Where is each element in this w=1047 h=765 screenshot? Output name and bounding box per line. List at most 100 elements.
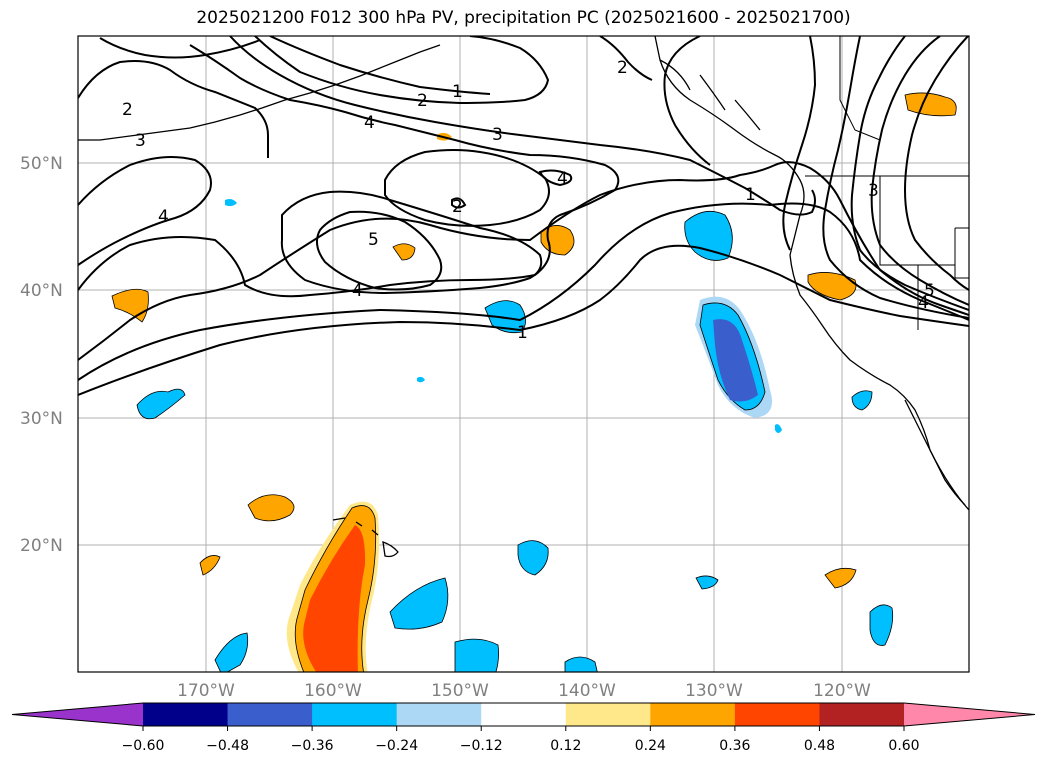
precip-blob (454, 638, 499, 672)
pv-contour-9 (78, 60, 269, 158)
map-title: 2025021200 F012 300 hPa PV, precipitatio… (196, 8, 851, 28)
pv-contour-13 (269, 36, 491, 95)
pv-contour-7 (280, 190, 543, 295)
north-america-coast (654, 36, 969, 511)
precip-blob (695, 575, 719, 590)
pv-contour-10 (99, 37, 261, 59)
contour-label: 2 (417, 91, 428, 111)
pv-contour-14 (599, 36, 653, 81)
gridlines (78, 36, 969, 672)
pv-contour-16 (903, 36, 969, 291)
lon-label: 120°W (813, 681, 871, 701)
lon-label: 130°W (685, 681, 743, 701)
hawaii-islands (332, 517, 399, 558)
lon-label: 170°W (177, 681, 235, 701)
lat-label: 20°N (20, 536, 63, 556)
alaska-panhandle (659, 59, 761, 131)
precip-blob (225, 199, 237, 207)
colorbar-segment (734, 703, 820, 726)
pv-contour-5 (78, 156, 212, 266)
lon-label: 160°W (304, 681, 362, 701)
lon-label: 140°W (558, 681, 616, 701)
pv-contour-22 (451, 197, 467, 209)
contour-label: 1 (452, 82, 463, 102)
lat-label: 40°N (20, 281, 63, 301)
contour-label: 5 (924, 281, 935, 301)
contour-label: 1 (517, 323, 528, 343)
pv-contour-18 (850, 36, 969, 311)
aleutian-chain (78, 44, 441, 141)
pv-contour-11 (254, 36, 550, 105)
colorbar-extend-low (12, 703, 143, 726)
colorbar-tick-label: −0.12 (460, 738, 503, 754)
pv-contours (78, 36, 969, 396)
pv-contour-6 (315, 210, 443, 291)
latitude-labels: 50°N 40°N 30°N 20°N (20, 154, 63, 556)
contour-label: 2 (122, 100, 133, 120)
colorbar-tick-label: −0.36 (291, 738, 334, 754)
contour-label: 4 (364, 113, 375, 133)
colorbar-tick-label: 0.36 (719, 738, 750, 754)
colorbar-tick-label: 0.24 (635, 738, 666, 754)
pv-contour-4 (78, 44, 620, 298)
contour-label: 1 (745, 185, 756, 205)
precip-blob (517, 540, 549, 576)
contour-label: 3 (868, 181, 879, 201)
longitude-labels: 170°W 160°W 150°W 140°W 130°W 120°W (177, 681, 871, 701)
colorbar-tick-label: 0.48 (804, 738, 835, 754)
pv-contour-1 (78, 244, 969, 396)
colorbar-segment (143, 703, 229, 726)
colorbar-extend-high (904, 703, 1035, 726)
colorbar-tick-label: 0.60 (888, 738, 919, 754)
precip-blob (484, 300, 526, 334)
colorbar-tick-label: −0.24 (375, 738, 418, 754)
colorbar: −0.60 −0.48 −0.36 −0.24 −0.12 0.12 0.24 0.36 0.4… (11, 702, 1036, 754)
precip-blob (392, 243, 416, 261)
pv-contour-20 (782, 36, 817, 251)
precip-blob (869, 604, 894, 646)
contour-label: 4 (557, 169, 568, 189)
colorbar-segment (819, 703, 905, 726)
lat-label: 30°N (20, 409, 63, 429)
pv-contour-8 (384, 149, 550, 227)
baja-peninsula (904, 399, 966, 506)
colorbar-segment (227, 703, 313, 726)
contour-label: 4 (158, 207, 169, 227)
colorbar-segment (312, 703, 398, 726)
contour-label: 3 (492, 125, 503, 145)
pv-contour-15 (538, 169, 573, 187)
contour-labels: 1 1 1 2 2 2 2 3 3 3 4 4 4 4 4 5 5 (122, 58, 935, 343)
colorbar-tick-label: −0.48 (206, 738, 249, 754)
colorbar-tick-label: 0.12 (550, 738, 581, 754)
colorbar-tick-label: −0.60 (122, 738, 165, 754)
map-border (77, 35, 970, 673)
pv-contour-19 (822, 36, 969, 319)
colorbar-segment (565, 703, 651, 726)
pv-contour-17 (870, 36, 969, 306)
precip-blob (824, 567, 857, 589)
precip-negative-regions (136, 199, 894, 672)
pv-contour-2 (78, 202, 969, 381)
precip-blob (851, 390, 873, 411)
colorbar-segment (396, 703, 482, 726)
precip-blob (775, 424, 782, 433)
borders (805, 36, 969, 330)
colorbar-segment (650, 703, 736, 726)
precip-blob (214, 632, 249, 672)
lat-label: 50°N (20, 154, 63, 174)
pv-contour-21 (663, 36, 711, 166)
precip-blob (807, 272, 857, 301)
precip-blob (199, 555, 221, 576)
contour-label: 4 (352, 281, 363, 301)
precip-blob (303, 525, 366, 672)
lon-label: 150°W (431, 681, 489, 701)
contour-label: 5 (368, 230, 379, 250)
contour-label: 4 (918, 293, 929, 313)
contour-label: 2 (617, 58, 628, 78)
contour-label: 2 (452, 197, 463, 217)
precip-blob (564, 656, 598, 672)
precip-blob (136, 388, 186, 420)
precip-blob (389, 577, 449, 630)
precip-blob (904, 92, 957, 117)
